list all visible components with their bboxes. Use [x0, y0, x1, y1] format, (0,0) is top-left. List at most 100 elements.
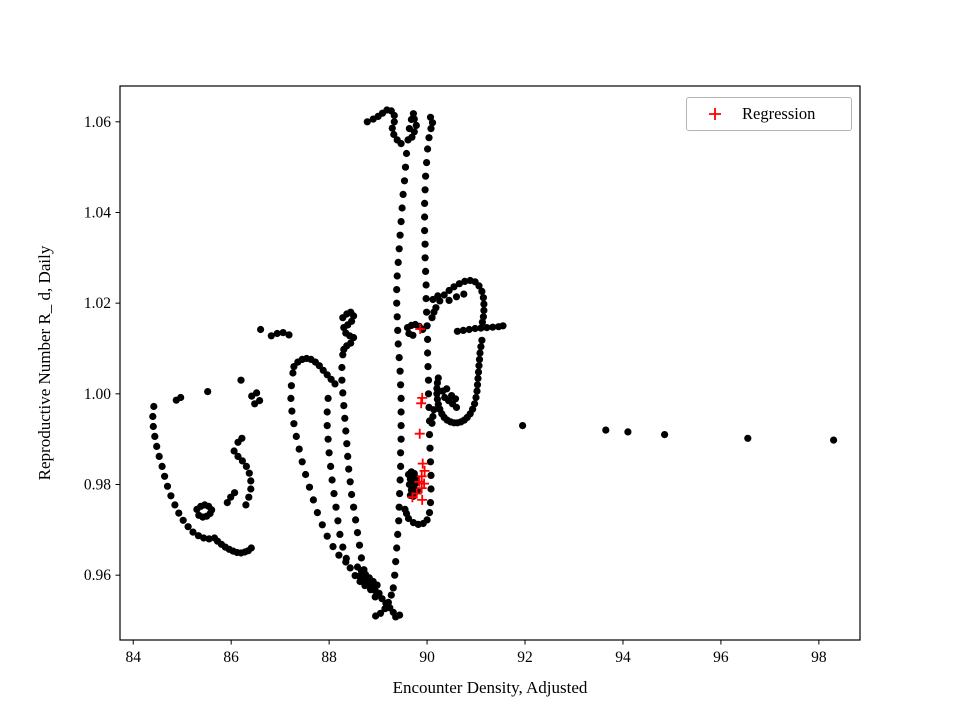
- scatter-point: [421, 213, 429, 221]
- scatter-point: [245, 469, 253, 477]
- scatter-point: [290, 420, 298, 428]
- x-axis: 84 86 88 90 92 94 96 98: [125, 640, 827, 666]
- scatter-point: [443, 385, 451, 393]
- scatter-point: [480, 300, 488, 308]
- scatter-point: [393, 544, 401, 552]
- scatter-point: [344, 452, 352, 460]
- scatter-point: [440, 291, 448, 299]
- scatter-point: [357, 554, 365, 562]
- scatter-point: [177, 393, 185, 402]
- scatter-point: [471, 400, 479, 408]
- scatter-point: [474, 374, 482, 382]
- scatter-point: [151, 432, 159, 440]
- scatter-point: [399, 190, 407, 198]
- scatter-point: [335, 551, 343, 559]
- scatter-point: [334, 517, 342, 525]
- scatter-point: [245, 493, 253, 501]
- scatter-point: [363, 118, 371, 126]
- scatter-point: [298, 458, 306, 466]
- scatter-point: [395, 354, 403, 362]
- scatter-point: [247, 477, 255, 485]
- scatter-point: [161, 472, 169, 480]
- scatter-point: [394, 530, 402, 539]
- y-tick-label: 1.06: [84, 114, 111, 131]
- scatter-point: [155, 452, 163, 460]
- scatter-point: [424, 335, 432, 343]
- regression-point: [417, 494, 428, 505]
- scatter-point: [424, 390, 433, 398]
- scatter-point: [390, 111, 398, 120]
- scatter-point: [424, 349, 432, 357]
- scatter-point: [422, 281, 430, 289]
- scatter-point: [450, 283, 458, 291]
- x-tick-label: 98: [811, 649, 827, 666]
- scatter-point: [479, 313, 487, 321]
- scatter-point: [471, 324, 479, 333]
- scatter-point: [402, 509, 411, 518]
- x-axis-label: Encounter Density, Adjusted: [392, 678, 588, 697]
- scatter-point: [397, 394, 405, 402]
- scatter-point: [426, 499, 435, 507]
- scatter-point: [330, 490, 338, 498]
- scatter-point: [292, 432, 300, 440]
- scatter-point: [393, 286, 401, 294]
- scatter-point: [424, 363, 432, 371]
- scatter-point: [390, 130, 398, 139]
- scatter-point: [342, 558, 350, 566]
- scatter-point: [408, 133, 416, 141]
- scatter-point: [396, 367, 404, 375]
- scatter-point: [427, 471, 435, 479]
- scatter-point: [424, 376, 433, 384]
- regression-point: [414, 476, 425, 487]
- scatter-point: [387, 591, 395, 599]
- scatter-point: [455, 280, 463, 288]
- scatter-point: [153, 442, 161, 450]
- scatter-point: [430, 308, 438, 316]
- scatter-point: [392, 558, 400, 566]
- scatter-point: [323, 422, 331, 430]
- scatter-point: [396, 476, 404, 484]
- scatter-point: [318, 521, 326, 529]
- scatter-point: [389, 584, 397, 592]
- scatter-point: [341, 414, 349, 422]
- scatter-point: [461, 277, 469, 285]
- scatter-point: [476, 349, 484, 357]
- scatter-point: [373, 581, 381, 589]
- scatter-point: [287, 382, 295, 390]
- scatter-point: [338, 376, 346, 384]
- scatter-point: [397, 462, 405, 470]
- scatter-point: [338, 363, 346, 372]
- scatter-point: [253, 389, 261, 397]
- scatter-point: [352, 516, 360, 524]
- scatter-point: [230, 447, 238, 455]
- scatter-point: [339, 543, 347, 551]
- scatter-point: [445, 286, 453, 295]
- scatter-point: [393, 272, 401, 280]
- scatter-point: [424, 145, 432, 153]
- scatter-point: [477, 324, 485, 332]
- scatter-point: [430, 406, 438, 414]
- scatter-point: [305, 483, 314, 491]
- scatter-point: [434, 292, 442, 300]
- scatter-point: [340, 345, 348, 353]
- regression-point: [415, 324, 426, 334]
- scatter-point: [184, 523, 192, 531]
- y-tick-label: 1.02: [84, 295, 111, 312]
- scatter-point: [179, 516, 187, 524]
- scatter-point: [397, 381, 405, 389]
- scatter-point: [489, 323, 497, 331]
- scatter-point: [313, 508, 321, 517]
- regression-point: [419, 465, 430, 476]
- axes-frame: [119, 85, 861, 641]
- scatter-point: [223, 499, 231, 507]
- regression-point: [416, 483, 427, 494]
- scatter-point: [285, 331, 293, 339]
- scatter-point: [149, 422, 157, 431]
- scatter-point: [287, 394, 295, 402]
- scatter-point: [425, 431, 434, 439]
- scatter-point: [350, 334, 358, 342]
- scatter-point: [425, 134, 433, 142]
- scatter-point: [519, 422, 527, 430]
